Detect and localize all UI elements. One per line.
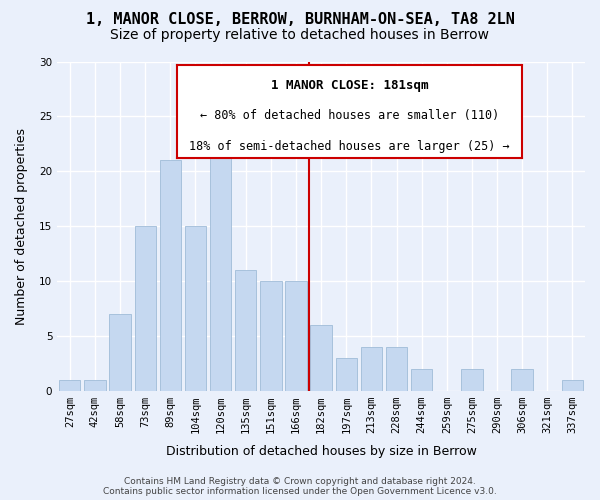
Bar	[511, 369, 533, 391]
Text: Contains HM Land Registry data © Crown copyright and database right 2024.: Contains HM Land Registry data © Crown c…	[124, 477, 476, 486]
Bar	[285, 281, 307, 391]
Text: 1, MANOR CLOSE, BERROW, BURNHAM-ON-SEA, TA8 2LN: 1, MANOR CLOSE, BERROW, BURNHAM-ON-SEA, …	[86, 12, 514, 28]
Bar	[109, 314, 131, 391]
Bar	[235, 270, 256, 391]
Text: 18% of semi-detached houses are larger (25) →: 18% of semi-detached houses are larger (…	[189, 140, 510, 153]
Bar	[210, 128, 231, 391]
Text: 1 MANOR CLOSE: 181sqm: 1 MANOR CLOSE: 181sqm	[271, 79, 428, 92]
Bar	[461, 369, 482, 391]
X-axis label: Distribution of detached houses by size in Berrow: Distribution of detached houses by size …	[166, 444, 476, 458]
Bar	[310, 325, 332, 391]
Bar	[411, 369, 433, 391]
Bar	[185, 226, 206, 391]
Bar	[562, 380, 583, 391]
Text: Size of property relative to detached houses in Berrow: Size of property relative to detached ho…	[110, 28, 490, 42]
Text: ← 80% of detached houses are smaller (110): ← 80% of detached houses are smaller (11…	[200, 110, 499, 122]
Bar	[134, 226, 156, 391]
Bar	[84, 380, 106, 391]
Text: Contains public sector information licensed under the Open Government Licence v3: Contains public sector information licen…	[103, 487, 497, 496]
Bar	[386, 347, 407, 391]
Y-axis label: Number of detached properties: Number of detached properties	[15, 128, 28, 325]
Bar	[361, 347, 382, 391]
Bar	[59, 380, 80, 391]
Bar	[335, 358, 357, 391]
Bar	[160, 160, 181, 391]
Bar	[260, 281, 281, 391]
